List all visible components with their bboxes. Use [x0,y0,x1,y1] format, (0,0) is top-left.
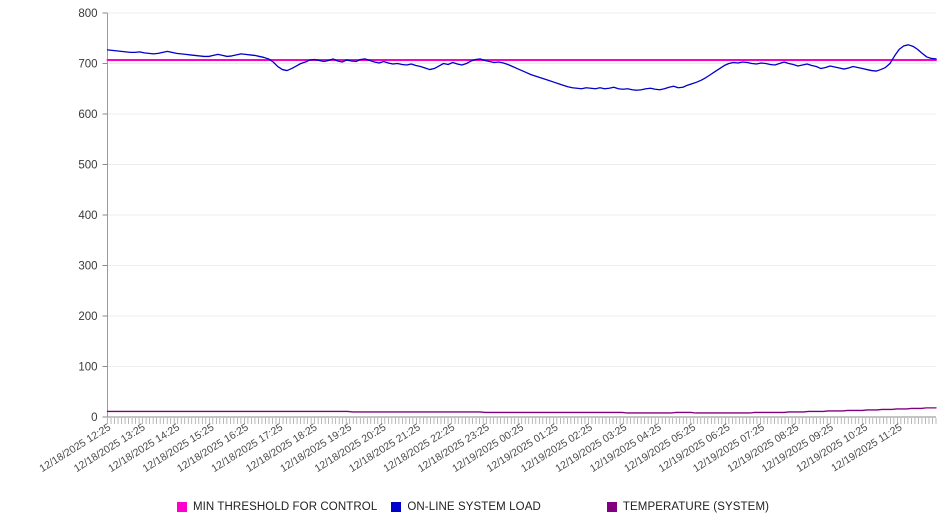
series-line-temperature-system [106,407,937,414]
y-axis-tick-label: 400 [78,210,97,222]
gridlines-group [102,12,936,418]
legend-item-label: MIN THRESHOLD FOR CONTROL [192,501,378,513]
legend-swatch-min-threshold [176,502,187,512]
chart-legend: MIN THRESHOLD FOR CONTROL ON-LINE SYSTEM … [0,495,946,519]
y-axis-labels-group: 800 700 600 500 400 300 200 100 0 [78,8,97,424]
data-series-group [106,44,937,414]
x-axis-minor-ticks-group [107,418,937,424]
legend-item[interactable]: TEMPERATURE (SYSTEM) [606,501,770,513]
legend-swatch-temperature [606,502,617,512]
y-axis-tick-label: 600 [78,109,97,121]
legend-item[interactable]: MIN THRESHOLD FOR CONTROL [176,501,378,513]
y-axis-tick-label: 500 [78,160,97,172]
legend-item-label: TEMPERATURE (SYSTEM) [622,501,770,513]
y-axis-tick-label: 0 [91,412,97,424]
legend-item-label: ON-LINE SYSTEM LOAD [407,501,541,513]
y-axis-tick-label: 800 [78,8,97,20]
legend-spacer [541,507,607,508]
series-line-on-line-system-load [106,44,937,91]
legend-item[interactable]: ON-LINE SYSTEM LOAD [391,501,541,513]
y-axis-tick-label: 300 [78,261,97,273]
legend-spacer [377,507,391,508]
y-axis-tick-label: 100 [78,362,97,374]
y-axis-tick-label: 200 [78,311,97,323]
legend-swatch-system-load [391,502,402,512]
y-axis-tick-label: 700 [78,59,97,71]
